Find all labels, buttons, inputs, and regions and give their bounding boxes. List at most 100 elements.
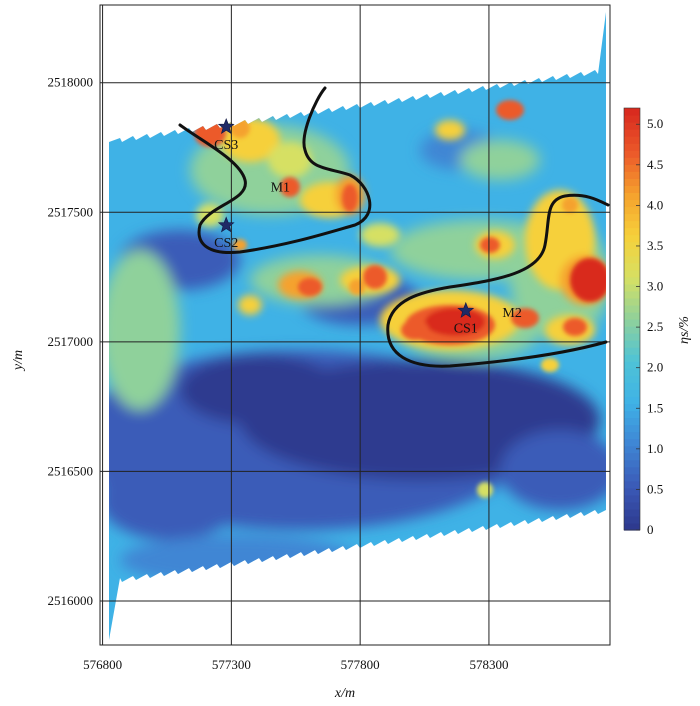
colorbar-band: [624, 311, 640, 320]
zone-m1-boundary: [178, 86, 372, 255]
colorbar-band: [624, 375, 640, 383]
colorbar-title: ηs/%: [677, 316, 692, 344]
colorbar-band: [624, 241, 640, 250]
colorbar-band: [624, 466, 640, 475]
colorbar-tick-label: 2.5: [647, 319, 663, 334]
x-tick-label: 577300: [212, 657, 251, 672]
zone-label: M1: [271, 181, 290, 196]
zone-labels: M1 M2: [271, 181, 522, 322]
colorbar-frame: [623, 107, 641, 531]
x-tick-label: 576800: [83, 657, 122, 672]
survey-heatmap: [109, 12, 606, 640]
colorbar-band: [624, 255, 640, 264]
zone-label: M2: [502, 306, 521, 321]
colorbar-band: [624, 410, 640, 419]
colorbar-band: [624, 480, 640, 489]
colorbar-band: [624, 206, 640, 215]
colorbar-band: [624, 164, 640, 172]
colorbar-band: [624, 178, 640, 186]
colorbar-band: [624, 494, 640, 503]
zone-m2-boundary: [386, 193, 610, 368]
colorbar-tick-label: 0: [647, 522, 654, 537]
y-tick-label: 2517000: [48, 334, 94, 349]
colorbar-band: [624, 368, 640, 376]
colorbar-band: [624, 319, 640, 327]
colorbar-band: [624, 340, 640, 348]
colorbar-band: [624, 438, 640, 447]
site-label: CS2: [214, 236, 238, 251]
colorbar-band: [624, 290, 640, 299]
colorbar-band: [624, 276, 640, 285]
plot-frame: [99, 4, 611, 646]
colorbar-band: [624, 396, 640, 404]
colorbar-band: [624, 262, 640, 271]
site-label: CS3: [214, 138, 238, 153]
colorbar-band: [624, 129, 640, 137]
y-tick-label: 2517500: [48, 204, 94, 219]
colorbar-band: [624, 304, 640, 313]
colorbar-tick-label: 4.0: [647, 197, 663, 212]
y-tick-label: 2516500: [48, 463, 94, 478]
colorbar-band: [624, 248, 640, 257]
colorbar-tick-label: 3.0: [647, 279, 663, 294]
colorbar-band: [624, 347, 640, 355]
colorbar-band: [624, 171, 640, 179]
colorbar-tick-label: 1.0: [647, 441, 663, 456]
site-star-icon: [217, 216, 235, 233]
x-axis-title: x/m: [334, 686, 355, 701]
grid-lines: [100, 5, 610, 645]
colorbar-band: [624, 326, 640, 334]
x-tick-label: 577800: [341, 657, 380, 672]
colorbar-tick-label: 5.0: [647, 116, 663, 131]
y-axis-title: y/m: [11, 350, 26, 372]
colorbar-band: [624, 227, 640, 236]
colorbar: 0 0.5 1.0 1.5 2.0 2.5 3.0 3.5 4.0 4.5 5.0 ηs/%: [623, 107, 692, 537]
zone-boundaries: [178, 86, 610, 368]
colorbar-tick-label: 3.5: [647, 238, 663, 253]
colorbar-band: [624, 459, 640, 468]
colorbar-band: [624, 199, 640, 208]
colorbar-band: [624, 424, 640, 433]
colorbar-tick-label: 0.5: [647, 481, 663, 496]
colorbar-band: [624, 417, 640, 426]
site-star-icon: [217, 117, 235, 134]
colorbar-band: [624, 333, 640, 341]
drill-sites: CS1 CS2 CS3: [214, 117, 478, 337]
colorbar-tick-label: 4.5: [647, 157, 663, 172]
colorbar-band: [624, 136, 640, 144]
y-tick-label: 2516000: [48, 593, 94, 608]
colorbar-band: [624, 297, 640, 306]
colorbar-band: [624, 501, 640, 510]
y-tick-label: 2518000: [48, 75, 94, 90]
colorbar-band: [624, 403, 640, 412]
colorbar-band: [624, 445, 640, 454]
colorbar-tick-label: 1.5: [647, 400, 663, 415]
colorbar-band: [624, 143, 640, 151]
colorbar-band: [624, 192, 640, 201]
colorbar-band: [624, 150, 640, 158]
colorbar-tick-label: 2.0: [647, 360, 663, 375]
site-label: CS1: [454, 322, 478, 337]
colorbar-band: [624, 508, 640, 517]
colorbar-band: [624, 283, 640, 292]
colorbar-band: [624, 473, 640, 482]
colorbar-ticks: 0 0.5 1.0 1.5 2.0 2.5 3.0 3.5 4.0 4.5 5.0: [636, 116, 663, 537]
colorbar-band: [624, 487, 640, 496]
colorbar-band: [624, 522, 640, 531]
colorbar-band: [624, 234, 640, 243]
colorbar-band: [624, 122, 640, 130]
colorbar-band: [624, 515, 640, 524]
y-tick-labels: 2516000 2516500 2517000 2517500 2518000: [48, 75, 94, 608]
colorbar-band: [624, 115, 640, 123]
colorbar-band: [624, 213, 640, 222]
colorbar-band: [624, 361, 640, 369]
site-star-icon: [457, 301, 475, 318]
colorbar-band: [624, 157, 640, 165]
colorbar-band: [624, 269, 640, 278]
colorbar-band: [624, 108, 640, 116]
colorbar-band: [624, 354, 640, 362]
colorbar-band: [624, 452, 640, 461]
colorbar-band: [624, 389, 640, 397]
colorbar-band: [624, 382, 640, 390]
